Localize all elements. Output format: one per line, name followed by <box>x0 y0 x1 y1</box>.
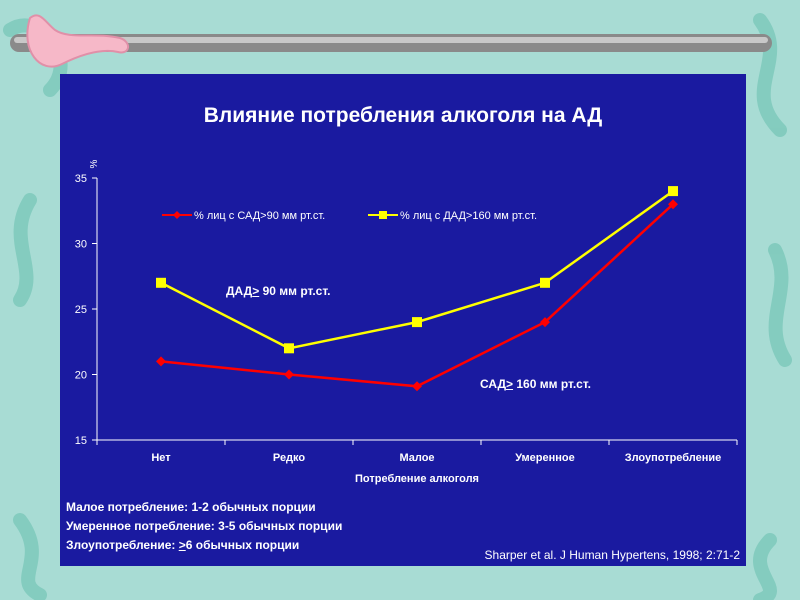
x-tick-label-0: Нет <box>151 452 171 464</box>
chart-title: Влияние потребления алкоголя на АД <box>203 104 603 127</box>
annotation-sad-suffix: 160 мм рт.ст. <box>513 377 591 391</box>
series-1-point-3 <box>540 277 550 288</box>
series-1-point-2 <box>412 317 422 328</box>
annotation-sad-prefix: САД <box>480 377 507 391</box>
note-abuse: Злоупотребление: >6 обычных порции <box>66 536 342 555</box>
decor-pink-shape <box>26 14 129 68</box>
series-0-point-1 <box>284 369 294 380</box>
y-tick-label-3: 30 <box>75 239 87 251</box>
annotation-sad: САД> 160 мм рт.ст. <box>480 377 591 391</box>
note-low: Малое потребление: 1-2 обычных порции <box>66 498 342 517</box>
series-1-point-4 <box>668 186 678 197</box>
annotation-dad-sign: > <box>252 284 260 298</box>
y-axis-label: % <box>89 159 100 168</box>
note-abuse-suffix: 6 обычных порции <box>185 538 300 552</box>
note-low-text: Малое потребление: 1-2 обычных порции <box>66 500 316 514</box>
series-0-point-2 <box>412 381 422 392</box>
line-chart: 15 20 25 30 35% Нет Редко Малое Умеренное Злоупот… <box>75 159 738 485</box>
legend-label-0: % лиц с САД>90 мм рт.ст. <box>194 210 325 222</box>
series-0-point-4 <box>668 199 678 210</box>
series-1-point-0 <box>156 277 166 288</box>
y-tick-label-2: 25 <box>75 304 87 316</box>
decor-bar <box>10 34 772 52</box>
y-tick-label-1: 20 <box>75 370 87 382</box>
x-tick-label-3: Умеренное <box>515 452 575 464</box>
note-moderate: Умеренное потребление: 3-5 обычных порци… <box>66 517 342 536</box>
series-1-point-1 <box>284 343 294 354</box>
x-tick-label-4: Злоупотребление <box>625 452 722 464</box>
note-abuse-prefix: Злоупотребление: <box>66 538 179 552</box>
annotation-dad-suffix: 90 мм рт.ст. <box>259 284 331 298</box>
legend-label-1: % лиц с ДАД>160 мм рт.ст. <box>400 210 537 222</box>
chart-panel: 15 20 25 30 35% Нет Редко Малое Умеренное Злоупот… <box>60 74 746 566</box>
legend-marker-0 <box>173 211 181 219</box>
series-0-point-0 <box>156 356 166 367</box>
x-tick-label-2: Малое <box>399 452 434 464</box>
y-tick-label-4: 35 <box>75 173 87 185</box>
note-abuse-sign: > <box>178 538 186 552</box>
source-citation: Sharper et al. J Human Hypertens, 1998; … <box>484 548 740 562</box>
legend-marker-1 <box>379 211 387 219</box>
y-tick-label-0: 15 <box>75 435 87 447</box>
x-tick-label-1: Редко <box>273 452 306 464</box>
series-0-point-3 <box>540 317 550 328</box>
consumption-notes: Малое потребление: 1-2 обычных порции Ум… <box>66 498 342 555</box>
note-moderate-text: Умеренное потребление: 3-5 обычных порци… <box>66 519 343 533</box>
annotation-dad-prefix: ДАД <box>226 284 253 298</box>
annotation-sad-sign: > <box>506 377 514 391</box>
x-axis-label: Потребление алкоголя <box>355 473 479 485</box>
annotation-dad: ДАД> 90 мм рт.ст. <box>226 284 331 298</box>
